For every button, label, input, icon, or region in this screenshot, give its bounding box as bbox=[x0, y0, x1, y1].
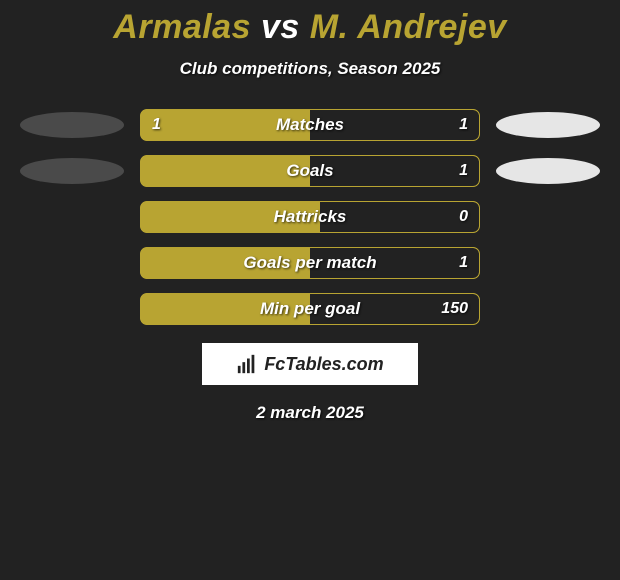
stat-label: Goals bbox=[286, 161, 333, 181]
stat-rows: 1 Matches 1 Goals 1 Hattricks 0 Goals per match… bbox=[0, 109, 620, 325]
player1-marker bbox=[20, 158, 124, 184]
stat-label: Goals per match bbox=[243, 253, 376, 273]
stat-value-right: 1 bbox=[459, 162, 468, 180]
stat-bar: Goals per match 1 bbox=[140, 247, 480, 279]
stat-value-right: 150 bbox=[441, 300, 468, 318]
stat-row: Goals 1 bbox=[0, 155, 620, 187]
date-text: 2 march 2025 bbox=[0, 403, 620, 423]
stat-row: Hattricks 0 bbox=[0, 201, 620, 233]
stat-value-right: 1 bbox=[459, 116, 468, 134]
brand-badge: FcTables.com bbox=[202, 343, 418, 385]
bar-fill-left bbox=[140, 155, 310, 187]
vs-text: vs bbox=[261, 8, 300, 46]
stat-label: Hattricks bbox=[274, 207, 347, 227]
stat-label: Min per goal bbox=[260, 299, 360, 319]
player1-name: Armalas bbox=[113, 8, 251, 46]
player2-marker bbox=[496, 112, 600, 138]
stat-value-right: 0 bbox=[459, 208, 468, 226]
stat-bar: 1 Matches 1 bbox=[140, 109, 480, 141]
player2-name: M. Andrejev bbox=[310, 8, 507, 46]
bar-fill-right bbox=[310, 155, 480, 187]
subtitle: Club competitions, Season 2025 bbox=[0, 59, 620, 79]
stat-row: Min per goal 150 bbox=[0, 293, 620, 325]
brand-text: FcTables.com bbox=[264, 354, 383, 375]
stat-value-right: 1 bbox=[459, 254, 468, 272]
page-title: Armalas vs M. Andrejev bbox=[0, 8, 620, 47]
stat-bar: Min per goal 150 bbox=[140, 293, 480, 325]
stat-bar: Hattricks 0 bbox=[140, 201, 480, 233]
stat-value-left: 1 bbox=[152, 116, 161, 134]
stat-row: 1 Matches 1 bbox=[0, 109, 620, 141]
stat-bar: Goals 1 bbox=[140, 155, 480, 187]
stat-row: Goals per match 1 bbox=[0, 247, 620, 279]
comparison-infographic: Armalas vs M. Andrejev Club competitions… bbox=[0, 0, 620, 423]
stat-label: Matches bbox=[276, 115, 344, 135]
player2-marker bbox=[496, 158, 600, 184]
player1-marker bbox=[20, 112, 124, 138]
bars-icon bbox=[236, 353, 258, 375]
